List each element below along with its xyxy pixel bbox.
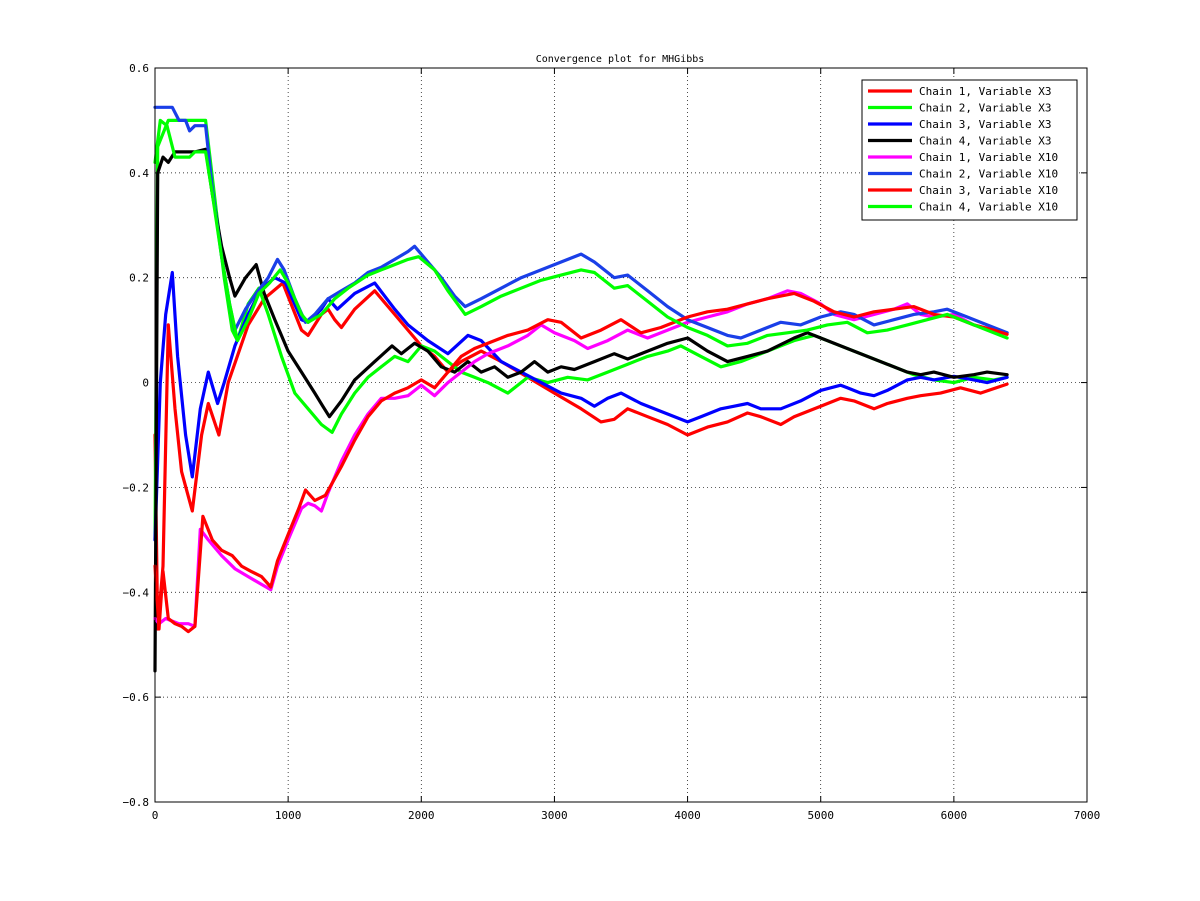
legend-box — [861, 79, 1078, 221]
legend-entry: Chain 1, Variable X10 — [919, 151, 1058, 164]
series-line-3 — [153, 270, 1009, 542]
x-tick-label: 4000 — [674, 809, 701, 822]
y-tick-label: 0.4 — [129, 167, 149, 180]
x-tick-label: 7000 — [1074, 809, 1101, 822]
legend-entry: Chain 1, Variable X3 — [919, 85, 1051, 98]
legend-entry: Chain 4, Variable X3 — [919, 135, 1051, 148]
x-tick-label: 2000 — [408, 809, 435, 822]
series-line-7 — [153, 291, 1009, 634]
legend-entry: Chain 3, Variable X3 — [919, 118, 1051, 131]
legend-entry: Chain 4, Variable X10 — [919, 201, 1058, 214]
y-tick-label: −0.2 — [123, 481, 150, 494]
legend-entry: Chain 3, Variable X10 — [919, 184, 1058, 197]
legend[interactable]: Chain 1, Variable X3 Chain 2, Variable X3… — [861, 79, 1078, 221]
y-tick-label: −0.6 — [123, 691, 150, 704]
x-tick-label: 6000 — [941, 809, 968, 822]
series-line-8 — [153, 118, 1009, 348]
legend-entry: Chain 2, Variable X10 — [919, 168, 1058, 181]
y-tick-label: 0.6 — [129, 62, 149, 75]
x-tick-label: 0 — [152, 809, 159, 822]
series-layer — [153, 105, 1009, 673]
series-line-4 — [153, 147, 1009, 673]
axes-frame — [154, 67, 1088, 803]
series-line-1 — [153, 281, 1009, 631]
y-tick-label: 0.2 — [129, 272, 149, 285]
tick-layer: 0 1000 2000 3000 4000 5000 6000 7000 −0.8 −0.6 −0.… — [123, 62, 1101, 822]
y-tick-label: 0 — [142, 377, 149, 390]
y-tick-label: −0.4 — [123, 586, 150, 599]
x-tick-label: 1000 — [275, 809, 302, 822]
y-tick-label: −0.8 — [123, 796, 150, 809]
x-tick-label: 5000 — [807, 809, 834, 822]
legend-entry: Chain 2, Variable X3 — [919, 102, 1051, 115]
chart-title: Convergence plot for MHGibbs — [536, 54, 705, 65]
x-tick-label: 3000 — [541, 809, 568, 822]
